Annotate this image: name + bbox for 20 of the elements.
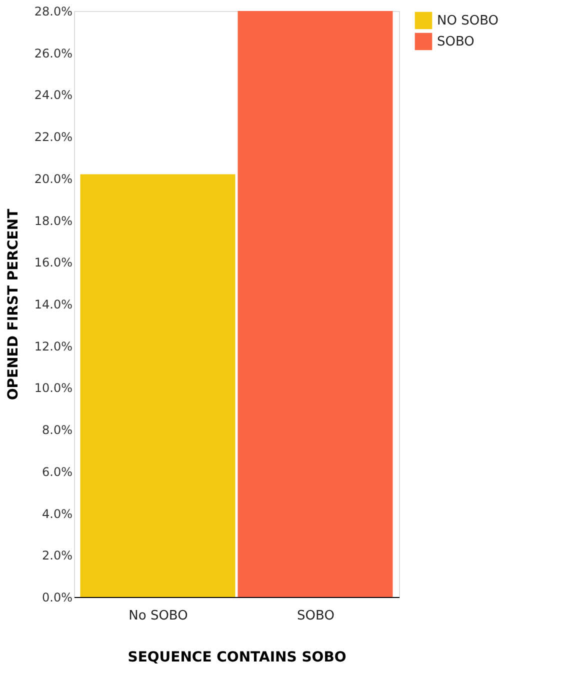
legend-label: SOBO — [437, 34, 474, 50]
y-tick-label: 26.0% — [34, 46, 72, 60]
y-tick-label: 18.0% — [34, 214, 72, 228]
y-tick-label: 0.0% — [42, 590, 72, 604]
y-tick-label: 10.0% — [34, 381, 72, 396]
y-axis-title: OPENED FIRST PERCENT — [5, 208, 22, 400]
y-tick-label: 14.0% — [34, 298, 72, 312]
y-tick-label: 12.0% — [34, 339, 72, 354]
y-tick-label: 4.0% — [42, 506, 72, 521]
x-tick-label: No SOBO — [128, 608, 188, 624]
x-axis-title: SEQUENCE CONTAINS SOBO — [128, 650, 346, 666]
y-tick-label: 16.0% — [34, 256, 72, 270]
y-tick-label: 2.0% — [42, 548, 72, 563]
legend-label: NO SOBO — [437, 14, 498, 28]
y-tick-label: 20.0% — [34, 172, 72, 186]
y-tick-label: 8.0% — [42, 423, 72, 438]
y-tick-label: 28.0% — [34, 4, 72, 18]
y-tick-label: 6.0% — [42, 464, 72, 479]
y-tick-label: 22.0% — [34, 130, 72, 144]
y-tick-label: 24.0% — [34, 88, 72, 102]
